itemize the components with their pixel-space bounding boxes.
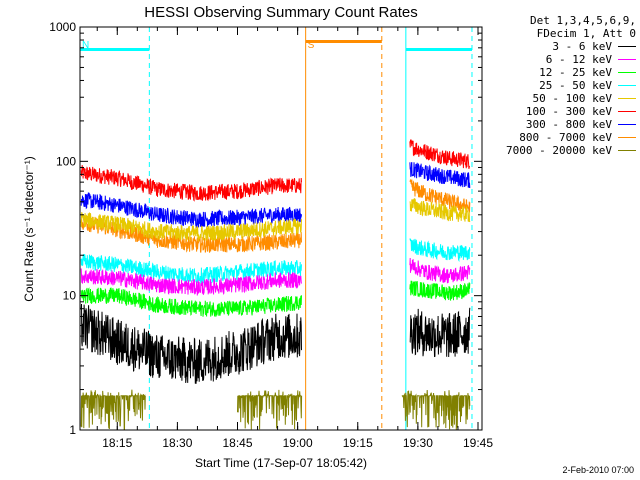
- legend-entries: 3 - 6 keV 6 - 12 keV 12 - 25 keV 25 - 50 ke…: [486, 40, 636, 157]
- x-tick-label-2: 18:30: [162, 436, 192, 450]
- legend-entry: 12 - 25 keV: [486, 66, 636, 79]
- legend-swatch: [618, 124, 636, 125]
- legend-entry-label: 25 - 50 keV: [539, 79, 612, 92]
- legend-entry-label: 6 - 12 keV: [545, 53, 612, 66]
- series-trace-3-segment-1: [80, 216, 302, 253]
- legend-entry-label: 300 - 800 keV: [525, 118, 612, 131]
- legend-swatch: [618, 59, 636, 60]
- legend: Det 1,3,4,5,6,9, FDecim 1, Att 0 3 - 6 k…: [486, 14, 636, 157]
- legend-entry: 7000 - 20000 keV: [486, 144, 636, 157]
- x-tick-label-5: 19:15: [343, 436, 373, 450]
- x-tick-label-6: 19:30: [403, 436, 433, 450]
- series-800-7000-kev: [80, 179, 471, 253]
- series-100-300-kev: [80, 139, 470, 202]
- legend-entry: 100 - 300 keV: [486, 105, 636, 118]
- series-trace-8-segment-1: [80, 303, 302, 384]
- series-trace-3-segment-2: [409, 179, 471, 215]
- series-7000-20000-kev: [80, 389, 471, 430]
- series-trace-1-segment-1: [80, 165, 302, 202]
- legend-swatch: [618, 111, 636, 112]
- legend-swatch: [618, 150, 636, 151]
- legend-swatch: [618, 137, 636, 138]
- flag-label-s: S: [308, 40, 315, 51]
- legend-entry-label: 100 - 300 keV: [525, 105, 612, 118]
- legend-entry-label: 50 - 100 keV: [532, 92, 612, 105]
- legend-entry: 50 - 100 keV: [486, 92, 636, 105]
- series-trace-9-segment-1: [80, 389, 146, 430]
- legend-entry-label: 800 - 7000 keV: [519, 131, 612, 144]
- legend-entry: 800 - 7000 keV: [486, 131, 636, 144]
- legend-swatch: [618, 85, 636, 86]
- legend-entry: 300 - 800 keV: [486, 118, 636, 131]
- series-trace-8-segment-2: [409, 307, 471, 358]
- legend-swatch: [618, 98, 636, 99]
- legend-entry: 25 - 50 keV: [486, 79, 636, 92]
- x-axis-label: Start Time (17-Sep-07 18:05:42): [195, 456, 367, 470]
- legend-entry: 3 - 6 keV: [486, 40, 636, 53]
- chart-title: HESSI Observing Summary Count Rates: [144, 4, 417, 21]
- series-3-6-kev: [80, 303, 471, 384]
- plot-area: N S18:15 18:30 18:45 19:00 19:15 19:30 19:45110…: [49, 20, 493, 450]
- flag-label-n: N: [82, 40, 89, 51]
- series-trace-1-segment-2: [409, 139, 470, 169]
- legend-swatch: [618, 46, 636, 47]
- series-300-800-kev: [80, 161, 471, 229]
- x-tick-label-1: 18:15: [102, 436, 132, 450]
- y-tick-label-1: 1: [69, 423, 76, 437]
- legend-swatch: [618, 72, 636, 73]
- series-25-50-kev: [80, 238, 471, 284]
- legend-header-line-1: Det 1,3,4,5,6,9,: [530, 14, 636, 27]
- series-trace-6-segment-1: [80, 268, 302, 296]
- y-tick-label-4: 1000: [49, 20, 76, 34]
- series-6-12-kev: [80, 257, 471, 296]
- series-trace-2-segment-1: [80, 192, 302, 229]
- series-trace-9-segment-2: [237, 389, 303, 430]
- series-trace-4-segment-2: [409, 198, 471, 223]
- legend-entry-label: 7000 - 20000 keV: [506, 144, 612, 157]
- y-tick-label-3: 100: [56, 154, 76, 168]
- series-trace-7-segment-1: [80, 287, 302, 317]
- legend-header-line-2: FDecim 1, Att 0: [536, 27, 636, 40]
- footer-timestamp: 2-Feb-2010 07:00: [562, 465, 634, 475]
- series-trace-4-segment-1: [80, 212, 302, 242]
- plot-frame: [79, 26, 483, 431]
- series-trace-5-segment-1: [80, 253, 302, 284]
- x-tick-label-3: 18:45: [222, 436, 252, 450]
- series-trace-7-segment-2: [409, 280, 471, 301]
- series-trace-9-segment-3: [401, 389, 471, 430]
- series-trace-5-segment-2: [409, 238, 471, 263]
- legend-entry-label: 3 - 6 keV: [552, 40, 612, 53]
- y-tick-label-2: 10: [63, 289, 77, 303]
- legend-entry: 6 - 12 keV: [486, 53, 636, 66]
- series-12-25-kev: [80, 280, 471, 317]
- series-trace-2-segment-2: [409, 161, 471, 189]
- x-tick-label-4: 19:00: [283, 436, 313, 450]
- x-tick-label-7: 19:45: [463, 436, 493, 450]
- series-50-100-kev: [80, 198, 471, 242]
- legend-entry-label: 12 - 25 keV: [539, 66, 612, 79]
- y-axis-label: Count Rate (s⁻¹ detector⁻¹): [22, 156, 36, 301]
- series-trace-6-segment-2: [409, 257, 471, 284]
